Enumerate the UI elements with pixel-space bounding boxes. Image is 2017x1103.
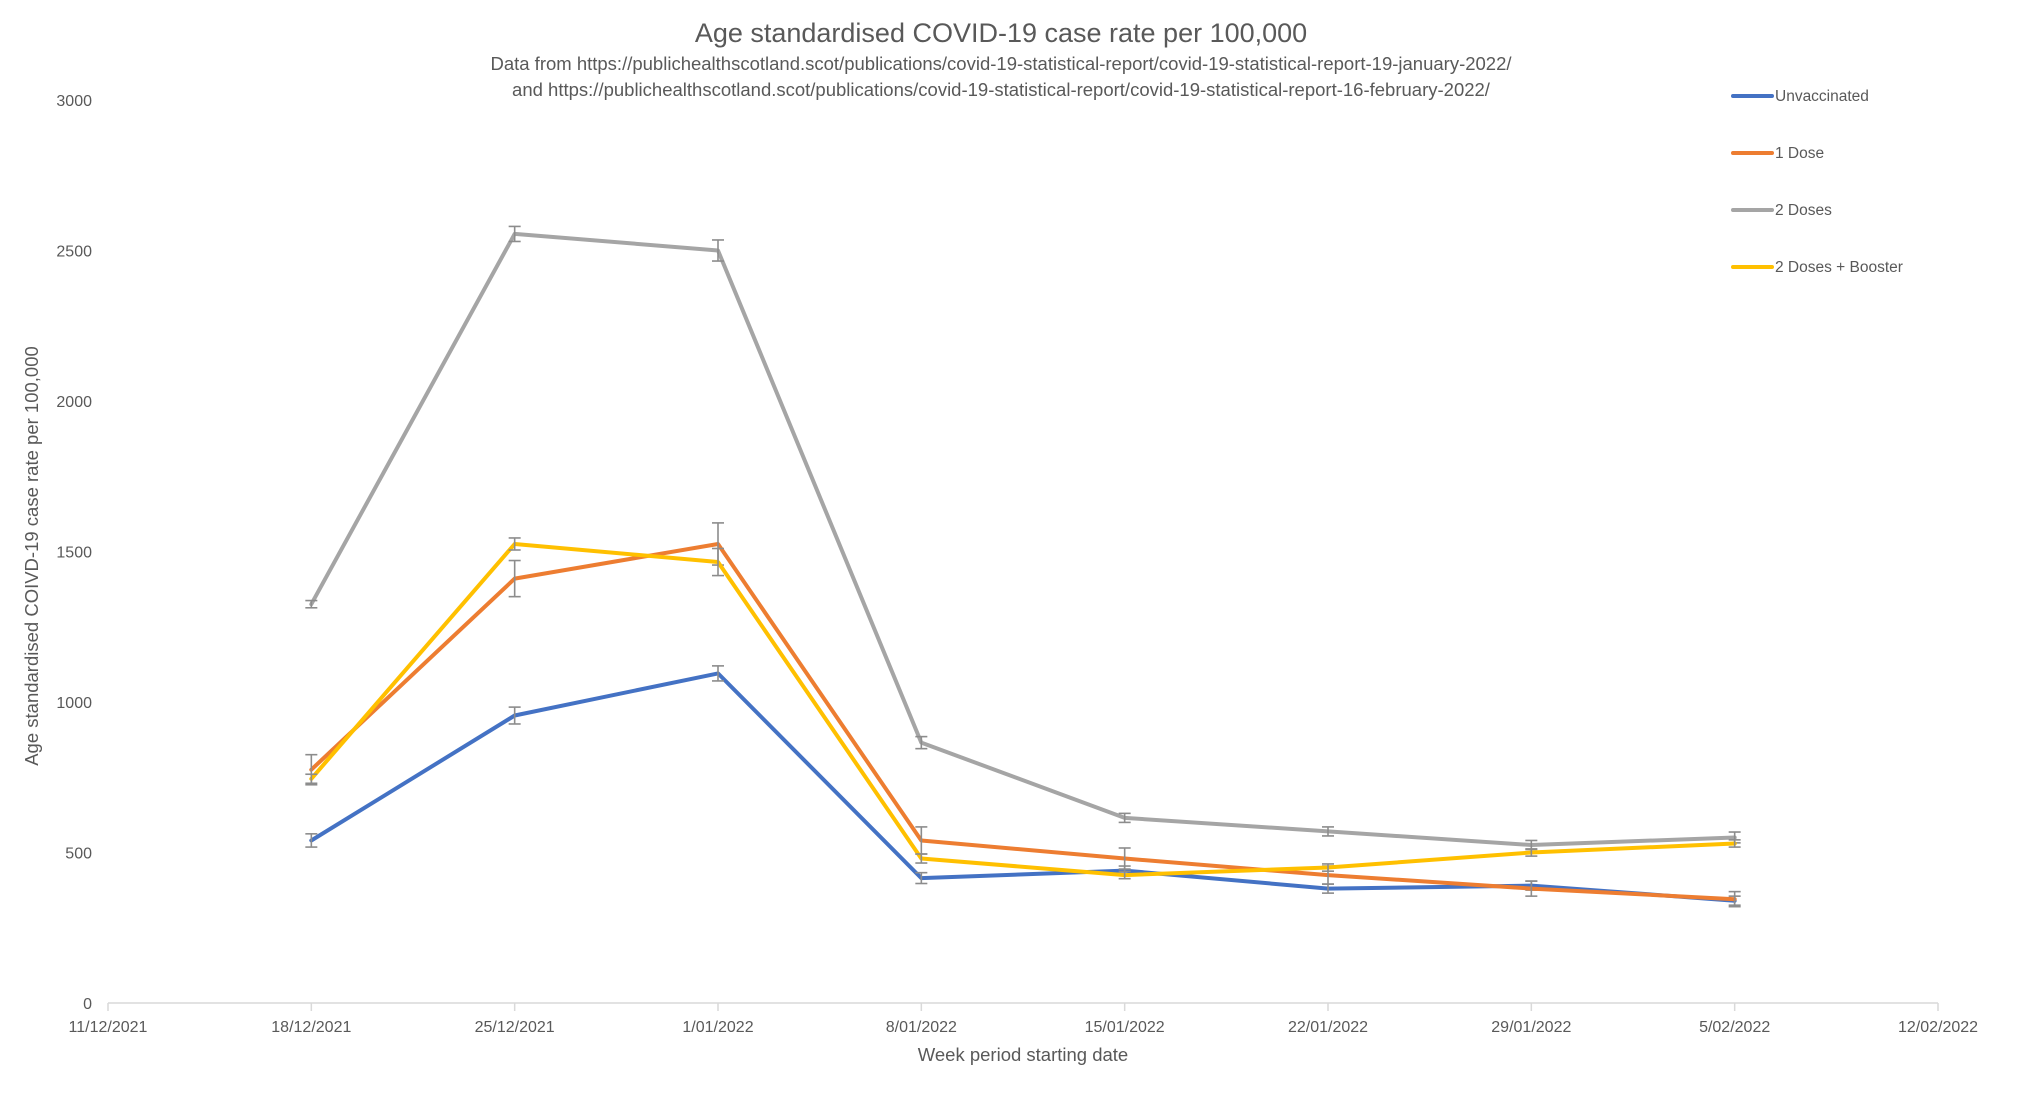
legend-label: 2 Doses + Booster (1775, 259, 1903, 276)
error-bar (1525, 880, 1538, 897)
x-tick-label: 11/12/2021 (69, 1019, 148, 1036)
error-bar (305, 833, 318, 848)
error-bar (508, 706, 521, 725)
error-bar (305, 773, 318, 785)
x-tick-label: 12/02/2022 (1898, 1019, 1978, 1036)
x-axis: 11/12/2021 18/12/2021 25/12/2021 1/01/2022 8… (69, 1003, 1978, 1036)
y-tick-label: 0 (83, 996, 92, 1013)
x-axis-title: Week period starting date (918, 1044, 1128, 1065)
y-tick-label: 1000 (56, 695, 92, 712)
legend-label: 1 Dose (1775, 145, 1824, 162)
y-axis: 0 500 1000 1500 2000 2500 3000 (56, 93, 92, 1013)
series-layer (305, 225, 1741, 908)
series-line (309, 542, 1737, 902)
error-bar (712, 547, 724, 577)
x-tick-label: 8/01/2022 (886, 1019, 957, 1036)
chart-title: Age standardised COVID-19 case rate per … (695, 18, 1307, 48)
error-bar (915, 853, 928, 864)
series-2-doses-booster (305, 537, 1741, 880)
error-bar (1118, 870, 1131, 880)
error-bar (1118, 847, 1131, 870)
error-bar (1728, 890, 1741, 908)
error-bar (915, 871, 928, 885)
x-tick-label: 5/02/2022 (1699, 1019, 1770, 1036)
series-unvaccinated (305, 665, 1741, 906)
y-tick-label: 2000 (56, 394, 92, 411)
x-tick-label: 25/12/2021 (475, 1019, 555, 1036)
error-bar (712, 665, 724, 682)
error-bar (1322, 826, 1334, 837)
error-bar (712, 239, 724, 262)
x-tick-label: 22/01/2022 (1288, 1019, 1368, 1036)
error-bar (1322, 863, 1334, 872)
series-line (309, 231, 1737, 847)
chart-subtitle-line-2: and https://publichealthscotland.scot/pu… (512, 79, 1491, 100)
x-tick-label: 29/01/2022 (1491, 1019, 1571, 1036)
y-tick-label: 1500 (56, 545, 92, 562)
y-tick-label: 3000 (56, 93, 92, 110)
series-line (309, 542, 1737, 878)
error-bar (508, 537, 521, 551)
chart-subtitle-line-1: Data from https://publichealthscotland.s… (490, 53, 1512, 74)
y-tick-label: 500 (65, 846, 92, 863)
y-axis-title: Age standardised COIVD-19 case rate per … (21, 346, 42, 766)
error-bar (1728, 839, 1741, 848)
legend-label: 2 Doses (1775, 202, 1832, 219)
series-2-doses (305, 225, 1741, 851)
legend-label: Unvaccinated (1775, 88, 1869, 105)
error-bar (1525, 848, 1538, 857)
error-bar (508, 225, 521, 243)
error-bar (915, 735, 928, 750)
error-bar (305, 599, 318, 609)
error-bar (508, 559, 521, 598)
y-tick-label: 2500 (56, 244, 92, 261)
error-bar (1118, 812, 1131, 824)
x-tick-label: 18/12/2021 (271, 1019, 351, 1036)
x-tick-label: 15/01/2022 (1085, 1019, 1165, 1036)
legend: Unvaccinated 1 Dose 2 Doses 2 Doses + Boost… (1731, 88, 1903, 276)
x-tick-label: 1/01/2022 (682, 1019, 753, 1036)
